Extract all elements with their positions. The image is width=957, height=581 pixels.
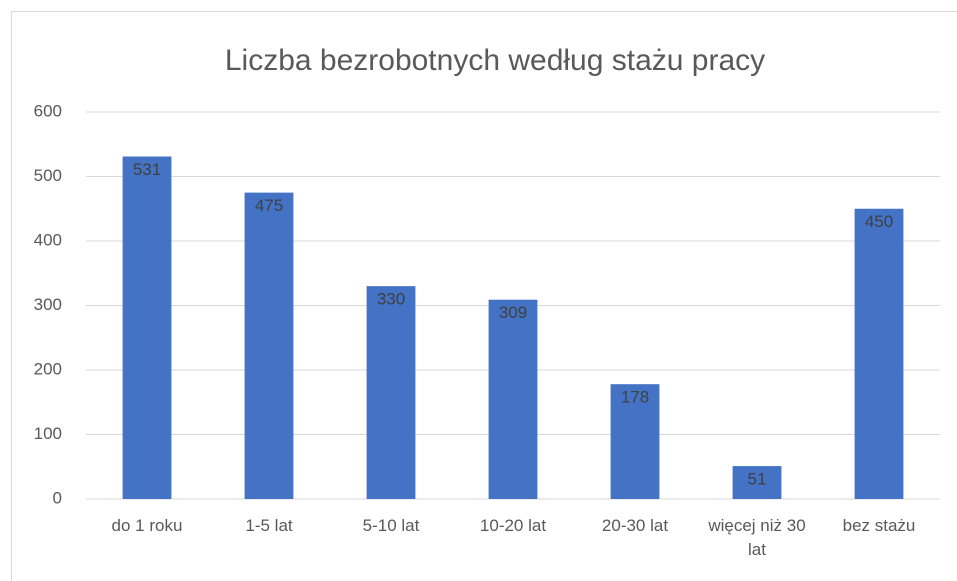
data-label: 178 [621,388,649,407]
bar [366,286,416,499]
chart-title: Liczba bezrobotnych według stażu pracy [225,44,765,77]
data-label: 450 [865,212,893,231]
bar [488,299,538,499]
x-tick-label: więcej niż 30 lat [708,516,806,559]
bar [244,192,294,499]
bar [732,466,782,499]
x-tick-label: 5-10 lat [362,516,420,535]
y-tick-label: 600 [34,101,62,120]
x-tick-label: bez stażu [842,516,916,535]
y-tick-label: 0 [53,488,62,507]
y-tick-label: 200 [34,359,62,378]
x-tick-label: 10-20 lat [479,516,547,535]
data-label: 309 [499,303,527,322]
data-label: 475 [255,196,283,215]
bar [122,156,172,499]
y-tick-label: 100 [34,424,62,443]
data-label: 531 [133,160,161,179]
x-tick-label: 20-30 lat [601,516,669,535]
bar [854,208,904,499]
x-tick-label: 1-5 lat [245,516,293,535]
y-tick-label: 500 [34,166,62,185]
data-label: 330 [377,290,405,309]
bar [610,384,660,499]
x-tick-label: do 1 roku [111,516,183,535]
y-tick-label: 400 [34,230,62,249]
y-tick-label: 300 [34,295,62,314]
data-label: 51 [748,470,767,489]
